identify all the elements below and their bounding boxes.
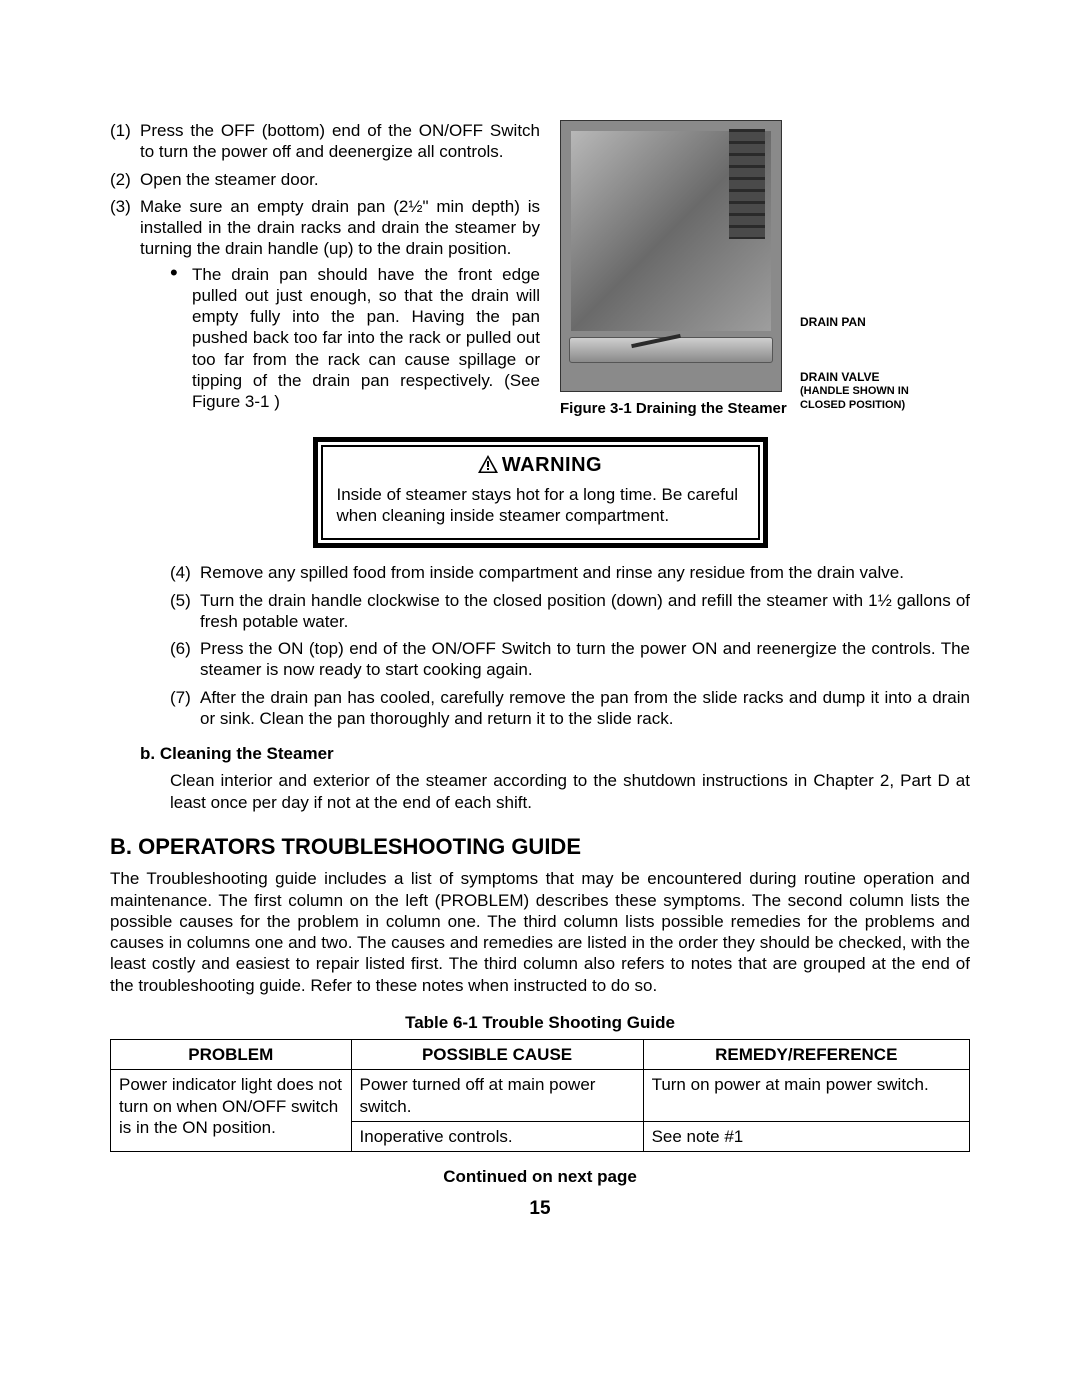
manual-page: (1) Press the OFF (bottom) end of the ON… [0, 0, 1080, 1261]
warning-body: Inside of steamer stays hot for a long t… [323, 484, 758, 539]
step-3: (3) Make sure an empty drain pan (2½" mi… [110, 196, 540, 413]
table-header-row: PROBLEM POSSIBLE CAUSE REMEDY/REFERENCE [111, 1040, 970, 1070]
step-text: Open the steamer door. [140, 170, 319, 189]
step-number: (3) [110, 196, 131, 217]
cell-problem: Power indicator light does not turn on w… [111, 1070, 352, 1152]
table-row: Power indicator light does not turn on w… [111, 1070, 970, 1122]
step-3-bullets: The drain pan should have the front edge… [170, 264, 540, 413]
subsection-b-body: Clean interior and exterior of the steam… [170, 770, 970, 813]
steps-list-top: (1) Press the OFF (bottom) end of the ON… [110, 120, 540, 412]
step-text: Press the ON (top) end of the ON/OFF Swi… [200, 639, 970, 679]
bullet-item: The drain pan should have the front edge… [170, 264, 540, 413]
step-2: (2) Open the steamer door. [110, 169, 540, 190]
step-number: (6) [170, 638, 191, 659]
step-number: (2) [110, 169, 131, 190]
col-header-problem: PROBLEM [111, 1040, 352, 1070]
cell-remedy: See note #1 [643, 1121, 969, 1151]
page-number: 15 [110, 1197, 970, 1221]
callout-valve-sub2: CLOSED POSITION) [800, 399, 909, 413]
troubleshooting-intro: The Troubleshooting guide includes a lis… [110, 868, 970, 996]
step-number: (5) [170, 590, 191, 611]
col-header-cause: POSSIBLE CAUSE [351, 1040, 643, 1070]
step-text: Make sure an empty drain pan (2½" min de… [140, 197, 540, 259]
step-7: (7) After the drain pan has cooled, care… [170, 687, 970, 730]
callout-valve-sub1: (HANDLE SHOWN IN [800, 385, 909, 399]
figure-column: DRAIN PAN DRAIN VALVE (HANDLE SHOWN IN C… [560, 120, 970, 419]
photo-drain-pan [569, 337, 773, 363]
troubleshooting-table: PROBLEM POSSIBLE CAUSE REMEDY/REFERENCE … [110, 1039, 970, 1152]
subsection-b-heading: b. Cleaning the Steamer [140, 743, 970, 764]
step-1: (1) Press the OFF (bottom) end of the ON… [110, 120, 540, 163]
step-number: (7) [170, 687, 191, 708]
step-text: Turn the drain handle clockwise to the c… [200, 591, 970, 631]
warning-icon [478, 455, 498, 473]
photo-rack [729, 129, 765, 239]
step-number: (4) [170, 562, 191, 583]
cell-cause: Power turned off at main power switch. [351, 1070, 643, 1122]
step-text: Remove any spilled food from inside comp… [200, 563, 904, 582]
instruction-left-column: (1) Press the OFF (bottom) end of the ON… [110, 120, 540, 419]
warning-inner: WARNING Inside of steamer stays hot for … [321, 445, 760, 541]
warning-title: WARNING [323, 447, 758, 484]
warning-title-text: WARNING [502, 454, 602, 476]
step-4: (4) Remove any spilled food from inside … [170, 562, 970, 583]
callout-drain-pan: DRAIN PAN [800, 315, 866, 330]
continued-note: Continued on next page [110, 1166, 970, 1187]
step-number: (1) [110, 120, 131, 141]
cell-cause: Inoperative controls. [351, 1121, 643, 1151]
steamer-photo [560, 120, 782, 392]
figure-block: DRAIN PAN DRAIN VALVE (HANDLE SHOWN IN C… [560, 120, 970, 419]
step-5: (5) Turn the drain handle clockwise to t… [170, 590, 970, 633]
step-text: Press the OFF (bottom) end of the ON/OFF… [140, 121, 540, 161]
section-b-heading: B. OPERATORS TROUBLESHOOTING GUIDE [110, 833, 970, 861]
callout-valve-title: DRAIN VALVE [800, 370, 880, 384]
warning-wrap: WARNING Inside of steamer stays hot for … [110, 437, 970, 549]
steps-list-bottom: (4) Remove any spilled food from inside … [110, 562, 970, 729]
cell-remedy: Turn on power at main power switch. [643, 1070, 969, 1122]
top-two-column: (1) Press the OFF (bottom) end of the ON… [110, 120, 970, 419]
table-caption: Table 6-1 Trouble Shooting Guide [110, 1012, 970, 1033]
step-6: (6) Press the ON (top) end of the ON/OFF… [170, 638, 970, 681]
warning-box: WARNING Inside of steamer stays hot for … [313, 437, 768, 549]
callout-drain-valve: DRAIN VALVE (HANDLE SHOWN IN CLOSED POSI… [800, 370, 909, 413]
step-text: After the drain pan has cooled, carefull… [200, 688, 970, 728]
col-header-remedy: REMEDY/REFERENCE [643, 1040, 969, 1070]
